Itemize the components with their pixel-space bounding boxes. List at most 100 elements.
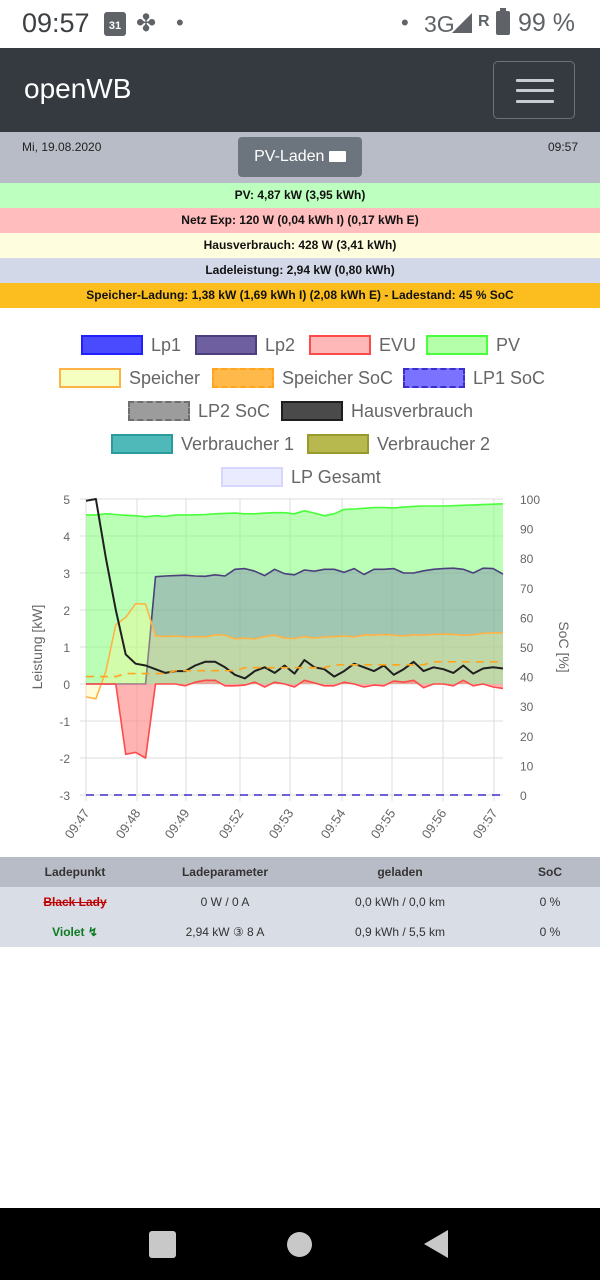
- y-tick-label: 2: [63, 604, 70, 618]
- chargepoint-name[interactable]: Black Lady: [43, 895, 107, 909]
- legend-label: LP1 SoC: [473, 368, 546, 388]
- status-time: 09:57: [22, 8, 90, 38]
- hamburger-icon: [516, 89, 554, 92]
- recents-button[interactable]: [149, 1231, 176, 1258]
- x-tick-label: 09:55: [368, 806, 399, 841]
- y-tick-label: 3: [63, 567, 70, 581]
- brand-logo[interactable]: openWB: [24, 73, 132, 104]
- series-line-hausverbrauch: [85, 498, 504, 680]
- battery-percent: 99 %: [518, 9, 575, 37]
- x-tick-label: 09:48: [113, 806, 144, 841]
- y2-tick-label: 0: [520, 789, 527, 803]
- series-area-lp2: [86, 568, 503, 684]
- hamburger-icon: [516, 79, 554, 82]
- series-line-lp2: [86, 567, 504, 685]
- chargepoint-table: Ladepunkt Ladeparameter geladen SoC Blac…: [0, 857, 600, 947]
- legend-swatch: [128, 401, 190, 421]
- battery-icon: [496, 8, 510, 35]
- soc-value: 0 %: [539, 925, 561, 939]
- legend-label: EVU: [379, 335, 417, 355]
- y2-tick-label: 30: [520, 700, 534, 714]
- y-tick-label: 0: [63, 678, 70, 692]
- navbar: openWB: [0, 48, 600, 132]
- roaming-indicator: R: [478, 13, 490, 30]
- series-area-evu: [86, 680, 503, 758]
- table-row: Violet ↯ 2,94 kW ③ 8 A 0,9 kWh / 5,5 km …: [0, 917, 600, 947]
- legend-swatch: [59, 368, 121, 388]
- current-time: 09:57: [547, 140, 578, 154]
- x-tick-label: 09:47: [62, 806, 93, 841]
- fan-icon: ✤: [136, 10, 157, 37]
- legend-swatch: [221, 467, 283, 487]
- column-header: Ladepunkt: [44, 865, 106, 879]
- y2-tick-label: 60: [520, 611, 534, 625]
- y-tick-label: -2: [59, 752, 70, 766]
- home-button[interactable]: [287, 1232, 312, 1257]
- y2-tick-label: 70: [520, 582, 534, 596]
- legend-label: Verbraucher 1: [181, 434, 295, 454]
- y-tick-label: -1: [59, 715, 70, 729]
- series-line-pv: [86, 503, 504, 518]
- legend-label: LP Gesamt: [291, 467, 381, 487]
- y2-tick-label: 90: [520, 523, 534, 537]
- soc-value: 0 %: [539, 895, 561, 909]
- y2-axis-title: SoC [%]: [556, 621, 572, 672]
- legend-label: Speicher SoC: [282, 368, 394, 388]
- hamburger-icon: [516, 100, 554, 103]
- legend-label: Lp2: [265, 335, 296, 355]
- y-tick-label: -3: [59, 789, 70, 803]
- legend-label: Verbraucher 2: [377, 434, 491, 454]
- x-tick-label: 09:56: [419, 806, 450, 841]
- y-tick-label: 5: [63, 493, 70, 507]
- legend-swatch: [212, 368, 274, 388]
- charge-params: 2,94 kW ③ 8 A: [185, 925, 265, 939]
- signal-icon: [452, 13, 472, 33]
- series-line-evu: [86, 679, 504, 759]
- info-row: Hausverbrauch: 428 W (3,41 kWh): [0, 233, 600, 258]
- system-nav-bar: [0, 1208, 600, 1280]
- x-tick-label: 09:49: [162, 806, 193, 841]
- menu-toggle-button[interactable]: [493, 61, 575, 119]
- x-tick-label: 09:54: [318, 806, 349, 841]
- calendar-icon: 31: [104, 12, 126, 36]
- legend-swatch: [426, 335, 488, 355]
- y2-tick-label: 20: [520, 730, 534, 744]
- legend-swatch: [403, 368, 465, 388]
- notification-dot-icon: •: [401, 10, 409, 35]
- series-line-speicher: [85, 602, 503, 700]
- legend-swatch: [307, 434, 369, 454]
- legend-swatch: [81, 335, 143, 355]
- legend-label: Lp1: [151, 335, 182, 355]
- column-header: geladen: [377, 865, 423, 879]
- charged-amount: 0,9 kWh / 5,5 km: [354, 925, 446, 939]
- status-bar: 09:57 31 ✤ • • 3G R 99 %: [0, 0, 600, 48]
- info-row: Netz Exp: 120 W (0,04 kWh I) (0,17 kWh E…: [0, 208, 600, 233]
- battery-car-icon: [328, 151, 346, 162]
- header-bar: Mi, 19.08.2020 PV-Laden 09:57: [0, 132, 600, 183]
- y-tick-label: 4: [63, 530, 70, 544]
- chargepoint-name[interactable]: Violet ↯: [52, 925, 98, 939]
- info-row: PV: 4,87 kW (3,95 kWh): [0, 183, 600, 208]
- legend-label: Speicher: [129, 368, 201, 388]
- info-row: Ladeleistung: 2,94 kW (0,80 kWh): [0, 258, 600, 283]
- legend-swatch: [281, 401, 343, 421]
- legend-label: LP2 SoC: [198, 401, 271, 421]
- legend-label: PV: [496, 335, 521, 355]
- table-header: Ladepunkt Ladeparameter geladen SoC: [0, 857, 600, 887]
- y2-tick-label: 40: [520, 671, 534, 685]
- table-row: Black Lady 0 W / 0 A 0,0 kWh / 0,0 km 0 …: [0, 887, 600, 917]
- back-button[interactable]: [424, 1230, 448, 1258]
- legend-swatch: [111, 434, 173, 454]
- network-type: 3G: [424, 11, 455, 37]
- y2-tick-label: 100: [520, 493, 540, 507]
- charge-params: 0 W / 0 A: [200, 895, 250, 909]
- column-header: SoC: [538, 865, 562, 879]
- y-tick-label: 1: [63, 641, 70, 655]
- charge-mode-button[interactable]: PV-Laden: [238, 137, 362, 177]
- y2-tick-label: 50: [520, 641, 534, 655]
- legend-label: Hausverbrauch: [351, 401, 474, 421]
- series-area-speicher: [86, 603, 503, 699]
- y2-tick-label: 80: [520, 552, 534, 566]
